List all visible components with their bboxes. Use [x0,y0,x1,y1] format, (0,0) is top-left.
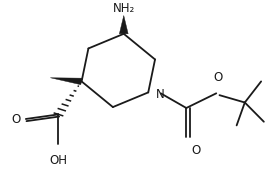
Polygon shape [50,78,82,85]
Text: O: O [213,71,222,84]
Text: O: O [12,113,21,126]
Polygon shape [119,15,128,34]
Text: N: N [156,88,165,101]
Text: OH: OH [50,154,67,167]
Text: NH₂: NH₂ [113,2,135,15]
Text: O: O [191,144,200,157]
